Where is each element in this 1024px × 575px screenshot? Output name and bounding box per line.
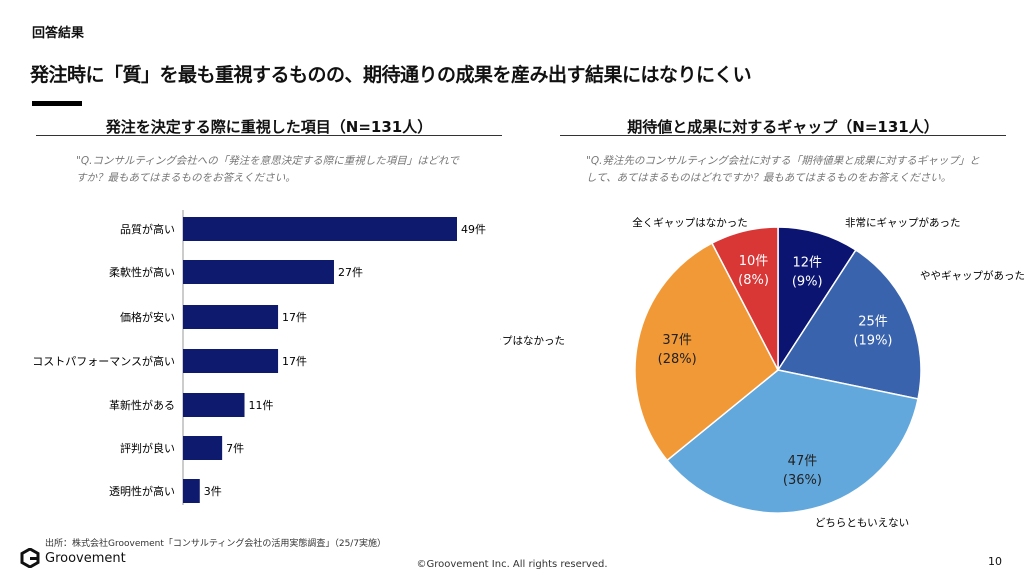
slice-percent: (36%) (783, 473, 822, 488)
data-label: 3件 (204, 485, 222, 498)
slice-label: ややギャップがあった (920, 269, 1024, 282)
pie-chart-rule (560, 135, 1006, 136)
pie-chart-title: 期待値と成果に対するギャップ（N=131人） (627, 118, 939, 136)
slice-label: あまりギャップはなかった (500, 335, 565, 347)
copyright: ©Groovement Inc. All rights reserved. (416, 559, 608, 570)
bar (183, 260, 334, 284)
pie-slice (776, 249, 922, 400)
bar (183, 436, 223, 460)
pie-slice (634, 242, 779, 462)
slice-count: 25件 (858, 314, 888, 329)
slice-percent: (8%) (738, 273, 769, 288)
category-label: 柔軟性が高い (109, 265, 175, 279)
category-label: 評判が良い (120, 441, 175, 455)
slice-percent: (28%) (658, 352, 697, 367)
data-label: 7件 (226, 442, 244, 455)
logo-text: Groovement (45, 550, 126, 566)
bar-chart-question: "Q.コンサルティング会社への「発注を意思決定する際に重視した項目」はどれですか… (76, 155, 459, 184)
data-label: 17件 (282, 311, 307, 324)
category-label: 透明性が高い (109, 484, 175, 498)
slice-count: 12件 (792, 255, 822, 270)
pie-chart-question: "Q.発注先のコンサルティング会社に対する「期待値果と成果に対するギャップ」とし… (586, 155, 980, 184)
slice-percent: (19%) (853, 333, 892, 348)
slice-label: 全くギャップはなかった (632, 216, 748, 229)
data-label: 27件 (338, 266, 363, 279)
title-accent-bar (32, 101, 82, 106)
pie-chart: 12件 (9%) 非常にギャップがあった 25件 (19%) ややギャップがあった 47件 (… (500, 216, 1024, 529)
pie-slice (711, 226, 779, 371)
bar (183, 217, 457, 241)
data-label: 11件 (249, 399, 274, 412)
slice-label: 非常にギャップがあった (845, 216, 961, 229)
category-label: 品質が高い (120, 222, 175, 236)
category-label: コストパフォーマンスが高い (32, 354, 175, 368)
slice-percent: (9%) (792, 274, 823, 289)
page-title: 発注時に「質」を最も重視するものの、期待通りの成果を産み出す結果にはなりにくい (30, 64, 752, 86)
slice-count: 37件 (662, 333, 692, 348)
bar-chart-rule (36, 135, 502, 136)
data-label: 17件 (282, 355, 307, 368)
bar (183, 393, 245, 417)
pie-slice (666, 369, 919, 514)
bar-chart-title: 発注を決定する際に重視した項目（N=131人） (105, 118, 433, 136)
logo: Groovement (20, 548, 126, 568)
category-label: 革新性がある (109, 398, 175, 412)
slice-count: 47件 (788, 454, 818, 469)
bar (183, 349, 279, 373)
data-label: 49件 (461, 223, 486, 236)
category-label: 価格が安い (120, 310, 175, 324)
slice-label: どちらともいえない (815, 517, 909, 529)
bar (183, 479, 200, 503)
source-note: 出所：株式会社Groovement「コンサルティング会社の活用実態調査」（25/… (45, 539, 387, 549)
pie-slice (777, 226, 857, 373)
slice-count: 10件 (739, 254, 769, 269)
groovement-logo-icon (20, 548, 40, 568)
section-label: 回答結果 (32, 26, 85, 41)
page-number: 10 (988, 555, 1002, 568)
bar (183, 305, 279, 329)
